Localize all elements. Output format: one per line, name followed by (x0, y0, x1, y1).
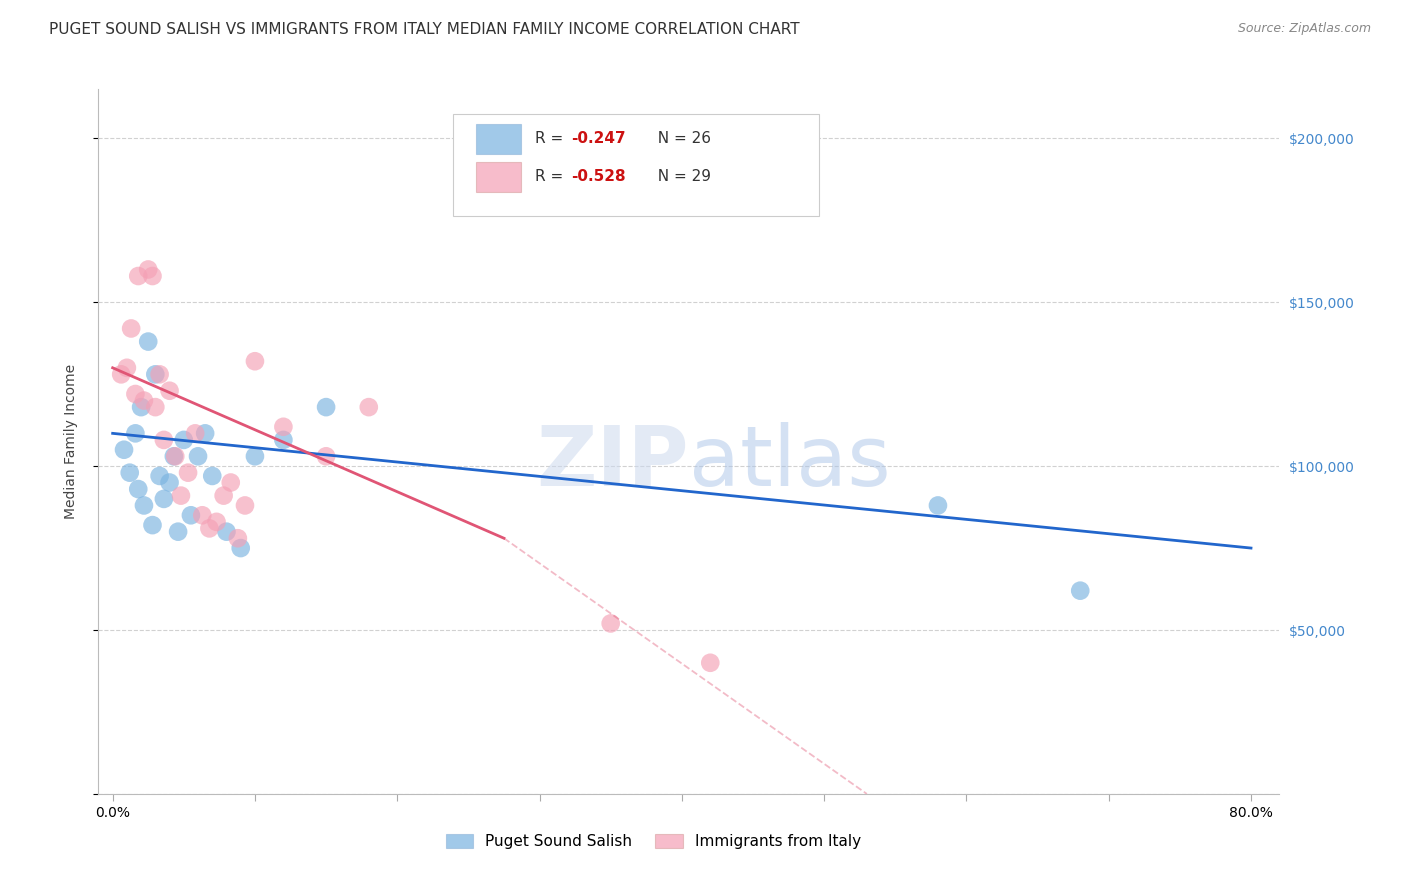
Point (173, 433, 195, 447)
Point (599, 616, 621, 631)
Point (159, 475, 181, 490)
Point (153, 433, 176, 447)
Legend: Puget Sound Salish, Immigrants from Italy: Puget Sound Salish, Immigrants from Ital… (439, 826, 869, 856)
FancyBboxPatch shape (477, 162, 522, 192)
Y-axis label: Median Family Income: Median Family Income (63, 364, 77, 519)
Point (243, 450, 266, 464)
Point (159, 384, 181, 398)
Point (243, 354, 266, 368)
Point (167, 524, 190, 539)
Text: R =: R = (536, 169, 568, 185)
Text: -0.247: -0.247 (571, 131, 626, 146)
Point (141, 518, 163, 533)
Point (205, 515, 228, 529)
Point (153, 491, 176, 506)
Text: -0.528: -0.528 (571, 169, 626, 185)
Point (163, 450, 186, 464)
Point (198, 521, 221, 535)
Text: ZIP: ZIP (537, 422, 689, 503)
Point (233, 499, 256, 513)
Text: N = 26: N = 26 (648, 131, 710, 146)
Point (141, 268, 163, 283)
Point (149, 469, 172, 483)
FancyBboxPatch shape (477, 124, 522, 153)
Point (180, 508, 202, 523)
Point (143, 368, 166, 382)
Point (120, 321, 142, 335)
Point (315, 450, 337, 464)
Point (315, 400, 337, 414)
Point (127, 268, 149, 283)
Point (170, 489, 193, 503)
Point (226, 531, 249, 545)
Point (273, 433, 295, 447)
Point (191, 508, 214, 523)
Point (136, 262, 159, 277)
Point (215, 524, 238, 539)
Point (132, 499, 155, 513)
Point (187, 450, 209, 464)
Text: Source: ZipAtlas.com: Source: ZipAtlas.com (1237, 22, 1371, 36)
Text: N = 29: N = 29 (648, 169, 710, 185)
Point (273, 419, 295, 434)
Text: PUGET SOUND SALISH VS IMMIGRANTS FROM ITALY MEDIAN FAMILY INCOME CORRELATION CHA: PUGET SOUND SALISH VS IMMIGRANTS FROM IT… (49, 22, 800, 37)
Point (124, 426, 146, 441)
Point (143, 400, 166, 414)
Point (212, 489, 235, 503)
Point (699, 656, 721, 670)
Point (1069, 583, 1091, 598)
Point (194, 426, 217, 441)
Text: atlas: atlas (689, 422, 890, 503)
Point (132, 393, 155, 408)
Point (184, 426, 207, 441)
Point (118, 466, 141, 480)
FancyBboxPatch shape (453, 114, 818, 216)
Point (229, 541, 252, 555)
Point (927, 499, 949, 513)
Point (115, 360, 138, 375)
Point (112, 442, 135, 457)
Point (149, 368, 172, 382)
Point (110, 368, 132, 382)
Point (219, 475, 242, 490)
Point (136, 334, 159, 349)
Point (127, 482, 149, 496)
Point (129, 400, 152, 414)
Point (177, 466, 200, 480)
Text: R =: R = (536, 131, 568, 146)
Point (357, 400, 380, 414)
Point (165, 450, 187, 464)
Point (201, 469, 224, 483)
Point (124, 387, 146, 401)
